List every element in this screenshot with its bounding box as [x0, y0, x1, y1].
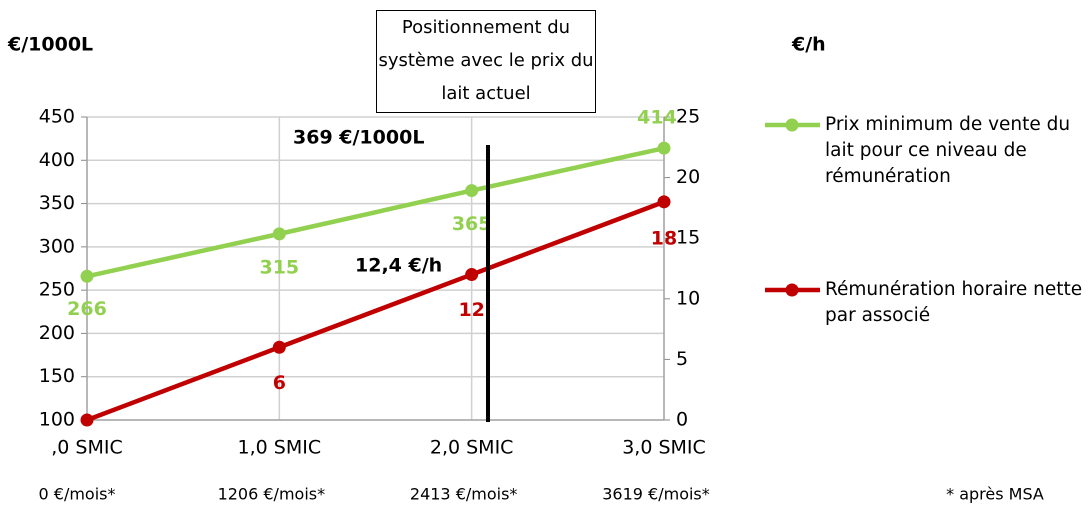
x-sub-label: 2413 €/mois*	[410, 485, 518, 504]
point	[272, 340, 286, 354]
y2-tick-label: 20	[676, 166, 700, 188]
y2-tick-label: 0	[676, 409, 688, 431]
y2-tick-label: 5	[676, 348, 688, 370]
series-line	[86, 199, 665, 423]
x-tick-label: 1,0 SMIC	[238, 437, 322, 459]
point	[80, 413, 94, 427]
y-tick-label: 100	[39, 409, 75, 431]
point	[80, 269, 94, 283]
y2-axis-title: €/h	[791, 34, 826, 56]
x-tick-label: 2,0 SMIC	[430, 437, 514, 459]
annotation-box: Positionnement du système avec le prix d…	[376, 10, 596, 113]
footnote: * après MSA	[946, 485, 1044, 504]
legend-label: Rémunération horaire nette par associé	[825, 279, 1083, 326]
series-line	[86, 145, 665, 279]
y2-tick-label: 15	[676, 227, 700, 249]
annotation: 369 €/1000L	[293, 127, 424, 149]
data-label: 18	[651, 227, 677, 249]
legend-marker	[785, 283, 799, 297]
y-tick-label: 200	[39, 322, 75, 344]
y2-tick-label: 10	[676, 287, 700, 309]
point	[657, 195, 671, 209]
point	[465, 268, 479, 282]
y-tick-label: 350	[39, 192, 75, 214]
data-label: 315	[259, 256, 299, 278]
y-tick-label: 450	[39, 106, 75, 128]
point	[657, 141, 671, 155]
y-tick-label: 300	[39, 235, 75, 257]
x-tick-label: 3,0 SMIC	[622, 437, 706, 459]
legend-label: Prix minimum de vente du lait pour ce ni…	[825, 114, 1071, 187]
legend-marker	[785, 118, 799, 132]
y-tick-label: 250	[39, 279, 75, 301]
annotation: 12,4 €/h	[355, 255, 442, 277]
point	[272, 227, 286, 241]
y-tick-label: 400	[39, 149, 75, 171]
x-sub-label: 0 €/mois*	[39, 485, 116, 504]
data-label: 266	[67, 298, 107, 320]
y-tick-label: 150	[39, 365, 75, 387]
data-label: 12	[458, 299, 484, 321]
x-sub-label: 3619 €/mois*	[602, 485, 710, 504]
y2-tick-label: 25	[676, 106, 700, 128]
data-label: 414	[637, 107, 677, 129]
y-axis-title: €/1000L	[7, 34, 93, 56]
data-label: 365	[452, 213, 492, 235]
data-label: 6	[273, 372, 286, 394]
point	[465, 184, 479, 198]
plot-area: 100 150 200 250 300 350 400 450 0 5 10 15 20 25 ,0 SMI…	[39, 106, 1044, 504]
x-tick-label: ,0 SMIC	[51, 437, 123, 459]
x-sub-label: 1206 €/mois*	[218, 485, 326, 504]
